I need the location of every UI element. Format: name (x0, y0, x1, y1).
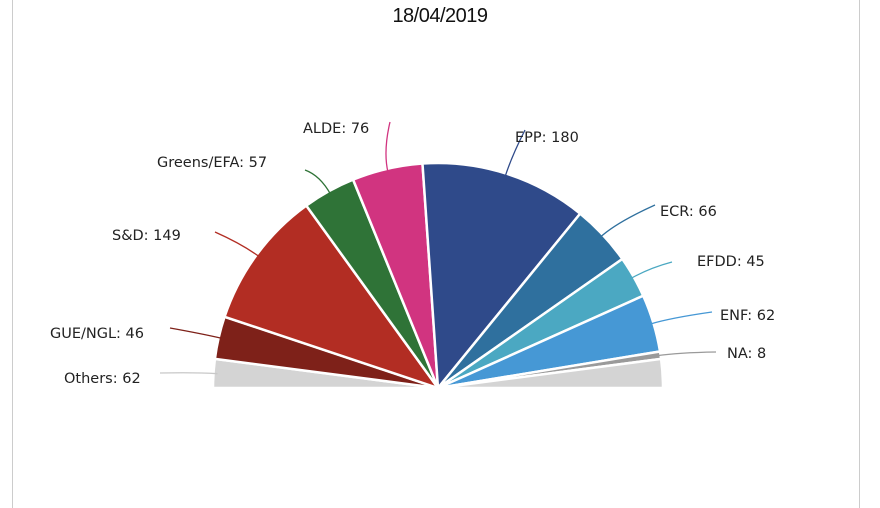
data-label-ecr: ECR: 66 (660, 204, 717, 220)
leader-line-efdd (629, 261, 673, 280)
chart-frame (12, 0, 860, 508)
data-label-na: NA: 8 (727, 346, 766, 362)
leader-line-epp (504, 129, 526, 178)
data-label-enf: ENF: 62 (720, 308, 775, 324)
data-label-efdd: EFDD: 45 (697, 254, 765, 270)
parliament-chart: Others: 62 GUE/NGL: 46 S&D: 149 Greens/EFA:… (50, 121, 776, 390)
leader-line-gue-ngl (169, 327, 223, 340)
data-label-s-d: S&D: 149 (112, 228, 181, 244)
leader-line-s-d (214, 231, 261, 258)
leader-line-na (656, 351, 717, 357)
data-label-gue-ngl: GUE/NGL: 46 (50, 326, 144, 342)
leader-line-greens-efa (304, 169, 332, 196)
leader-line-enf (649, 311, 713, 325)
data-label-alde: ALDE: 76 (303, 121, 369, 137)
slice-others (437, 357, 665, 390)
data-label-others: Others: 62 (64, 371, 141, 387)
leader-line-others (159, 372, 218, 375)
leader-line-ecr (599, 204, 656, 239)
leader-line-alde (385, 121, 391, 173)
data-label-greens-efa: Greens/EFA: 57 (157, 155, 267, 171)
data-label-epp: EPP: 180 (515, 130, 579, 146)
chart-title: 18/04/2019 (392, 5, 488, 27)
